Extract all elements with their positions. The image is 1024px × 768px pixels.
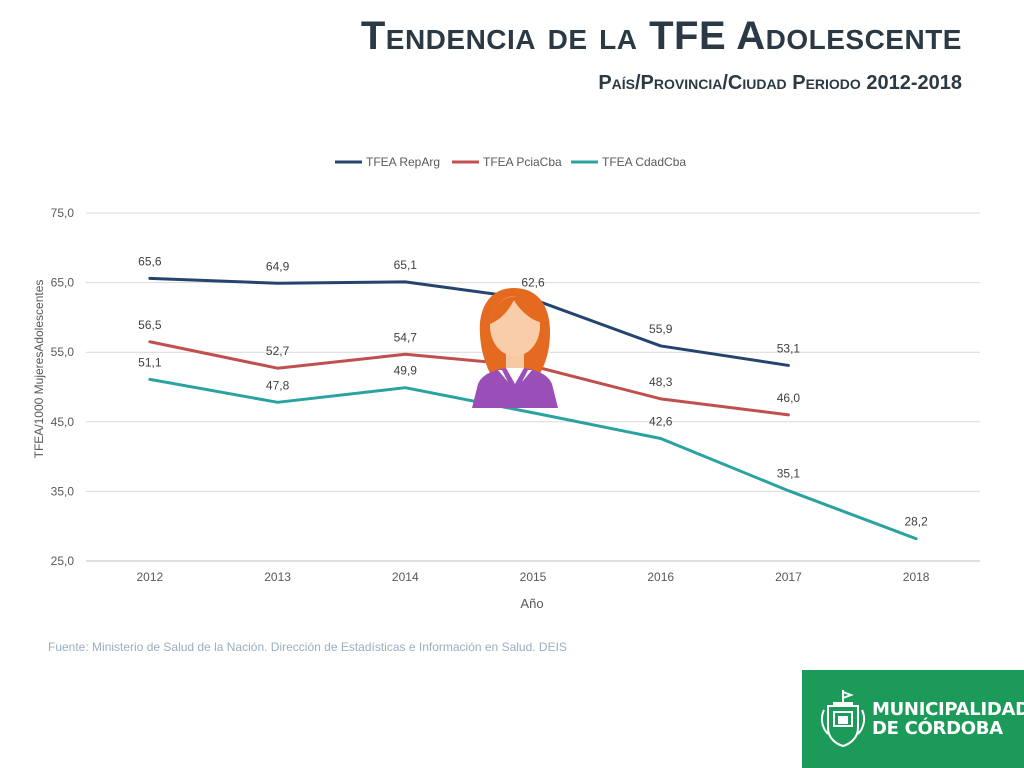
data-label: 65,6 (138, 254, 162, 268)
data-label: 49,9 (394, 364, 418, 378)
x-axis-label: Año (520, 596, 543, 611)
legend-label: TFEA CdadCba (602, 155, 686, 169)
y-tick-label: 75,0 (51, 206, 75, 220)
x-tick-label: 2014 (392, 570, 419, 584)
y-tick-label: 65,0 (51, 276, 75, 290)
x-tick-label: 2012 (137, 570, 164, 584)
data-label: 47,8 (266, 378, 290, 392)
data-labels: 65,664,965,162,655,953,156,552,754,753,0… (138, 254, 928, 528)
series-line (148, 340, 790, 417)
legend-label: TFEA PciaCba (483, 155, 562, 169)
x-tick-label: 2018 (903, 570, 930, 584)
data-label: 42,6 (649, 415, 673, 429)
data-label: 28,2 (904, 515, 928, 529)
data-label: 52,7 (266, 344, 290, 358)
data-label: 51,1 (138, 355, 162, 369)
data-label: 53,1 (777, 341, 801, 355)
series-line (148, 276, 790, 367)
data-label: 62,6 (521, 275, 545, 289)
data-label: 54,7 (394, 330, 418, 344)
y-tick-label: 25,0 (51, 554, 75, 568)
data-label: 35,1 (777, 467, 801, 481)
chart-legend: TFEA RepArg TFEA PciaCba TFEA CdadCba (335, 155, 686, 169)
page-title: Tendencia de la TFE Adolescente (360, 14, 962, 58)
line-chart: TFEA RepArg TFEA PciaCba TFEA CdadCba 25,0… (32, 155, 980, 611)
x-tick-label: 2015 (520, 570, 547, 584)
y-tick-label: 55,0 (51, 345, 75, 359)
data-label: 46,0 (777, 391, 801, 405)
data-label: 64,9 (266, 259, 290, 273)
x-tick-label: 2016 (647, 570, 674, 584)
y-tick-label: 45,0 (51, 415, 75, 429)
source-note: Fuente: Ministerio de Salud de la Nación… (48, 640, 567, 654)
y-axis-ticks: 25,0 35,0 45,0 55,0 65,0 75,0 (51, 206, 75, 568)
y-tick-label: 35,0 (51, 484, 75, 498)
legend-label: TFEA RepArg (366, 155, 440, 169)
data-label: 55,9 (649, 322, 673, 336)
municipalidad-logo: MUNICIPALIDAD DE CÓRDOBA (802, 670, 1024, 768)
x-axis-ticks: 2012 2013 2014 2015 2016 2017 2018 (137, 570, 930, 584)
x-tick-label: 2013 (264, 570, 291, 584)
woman-avatar-icon (472, 288, 558, 408)
data-label: 56,5 (138, 318, 162, 332)
data-label: 48,3 (649, 375, 673, 389)
page-subtitle: País/Provincia/Ciudad Periodo 2012-2018 (598, 72, 962, 94)
coat-of-arms-icon (820, 690, 866, 748)
logo-line-2: DE CÓRDOBA (872, 718, 1003, 739)
series-line (148, 377, 918, 541)
data-label: 65,1 (394, 258, 418, 272)
chart-series (148, 276, 918, 541)
y-axis-label: TFEA/1000 MujeresAdolescentes (32, 280, 46, 459)
logo-line-1: MUNICIPALIDAD (872, 699, 1024, 720)
x-tick-label: 2017 (775, 570, 802, 584)
